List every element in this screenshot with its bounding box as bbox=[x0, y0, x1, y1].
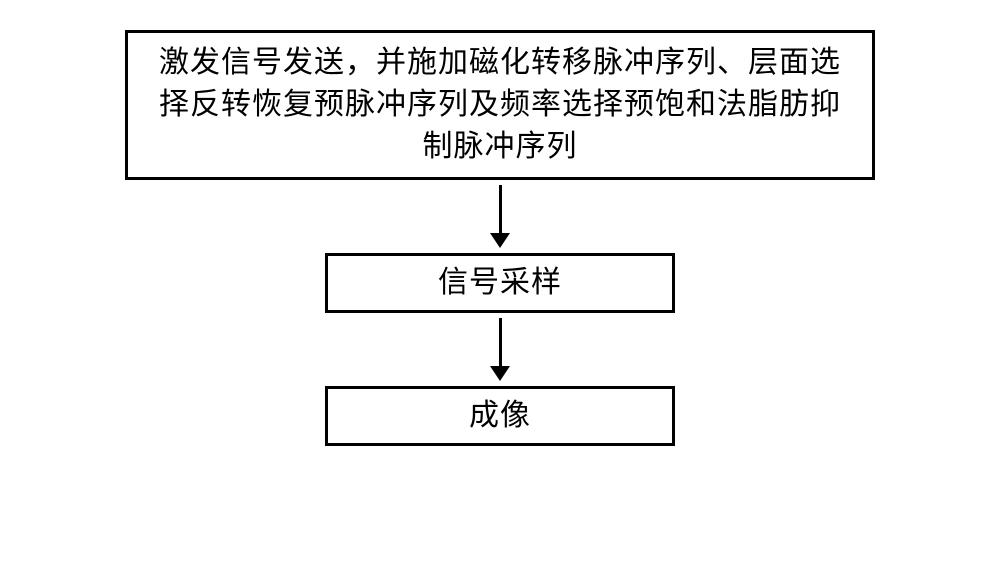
step-1-text: 激发信号发送，并施加磁化转移脉冲序列、层面选择反转恢复预脉冲序列及频率选择预饱和… bbox=[153, 42, 847, 168]
arrow-1-to-2 bbox=[490, 185, 510, 248]
flowchart-step-1: 激发信号发送，并施加磁化转移脉冲序列、层面选择反转恢复预脉冲序列及频率选择预饱和… bbox=[125, 30, 875, 180]
flowchart-step-2: 信号采样 bbox=[325, 253, 675, 313]
arrow-2-to-3 bbox=[490, 318, 510, 381]
arrow-line-icon bbox=[499, 318, 502, 368]
arrow-line-icon bbox=[499, 185, 502, 235]
step-2-text: 信号采样 bbox=[438, 262, 562, 304]
arrow-head-icon bbox=[490, 233, 510, 248]
step-3-text: 成像 bbox=[469, 395, 531, 437]
arrow-head-icon bbox=[490, 366, 510, 381]
flowchart-step-3: 成像 bbox=[325, 386, 675, 446]
